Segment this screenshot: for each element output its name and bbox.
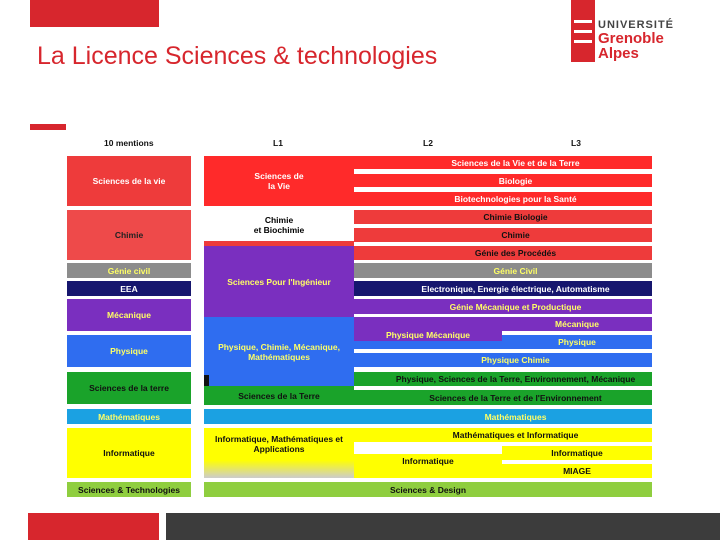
l1-cyan-band [204, 409, 354, 424]
mention-eea: EEA [67, 281, 191, 296]
header-mentions: 10 mentions [104, 138, 154, 148]
logo-city-text: Grenoble Alpes [598, 31, 664, 61]
mention-chimie: Chimie [67, 210, 191, 260]
l1-informatique-maths-applications: Informatique, Mathématiques et Applicati… [204, 428, 354, 460]
l23-genie-procedes: Génie des Procédés [354, 246, 652, 260]
mention-sciences-vie: Sciences de la vie [67, 156, 191, 206]
mention-physique: Physique [67, 335, 191, 367]
l3-miage: MIAGE [502, 464, 652, 478]
logo-alpes-text: Alpes [598, 45, 639, 62]
l23-physique-chimie: Physique Chimie [354, 353, 652, 367]
logo-grenoble-text: Grenoble [598, 30, 664, 47]
l3-physique: Physique [502, 335, 652, 349]
l3-mecanique: Mécanique [502, 317, 652, 331]
page-title: La Licence Sciences & technologies [37, 42, 438, 70]
l1-physique-chimie-mecanique-maths: Physique, Chimie, Mécanique, Mathématiqu… [204, 317, 354, 386]
l23-biologie: Biologie [354, 174, 652, 187]
mention-sciences-terre: Sciences de la terre [67, 372, 191, 404]
l1-sciences-design: Sciences & Design [204, 482, 652, 497]
bottom-gray-bar [166, 513, 720, 540]
l3-informatique: Informatique [502, 446, 652, 460]
mention-sciences-technologies: Sciences & Technologies [67, 482, 191, 497]
header-l2: L2 [423, 138, 433, 148]
l23-mathematiques: Mathématiques [354, 409, 652, 424]
l1-chimie-biochimie: Chimie et Biochimie [204, 210, 354, 241]
logo-university-text: UNIVERSITÉ [598, 19, 675, 31]
l1-sciences-terre: Sciences de la Terre [204, 386, 354, 405]
licence-diagram: 10 mentions L1 L2 L3 Sciences de la vie … [64, 132, 656, 502]
header-l1: L1 [273, 138, 283, 148]
l23-physique-terre-environnement-mecanique: Physique, Sciences de la Terre, Environn… [354, 372, 652, 386]
top-red-bar [30, 0, 159, 27]
l2-info-miage-band [354, 468, 502, 478]
l23-biotechnologies-sante: Biotechnologies pour la Santé [354, 192, 652, 206]
l23-sciences-terre-environnement: Sciences de la Terre et de l'Environneme… [354, 390, 652, 405]
university-logo-icon [571, 0, 595, 62]
l1-sciences-ingenieur: Sciences Pour l'Ingénieur [204, 246, 354, 317]
mention-genie-civil: Génie civil [67, 263, 191, 278]
l23-sciences-vie-terre: Sciences de la Vie et de la Terre [354, 156, 652, 169]
l1-red-band [204, 241, 354, 246]
l23-genie-civil: Génie Civil [354, 263, 652, 278]
l23-genie-mecanique-productique: Génie Mécanique et Productique [354, 299, 652, 314]
mention-mecanique: Mécanique [67, 299, 191, 331]
l1-chimie-label: Chimie [264, 215, 294, 225]
l1-sciences-vie: Sciences de la Vie [204, 156, 354, 206]
bottom-red-bar [28, 513, 159, 540]
l2-physique-mecanique: Physique Mécanique [354, 329, 502, 341]
mention-informatique: Informatique [67, 428, 191, 478]
mention-mathematiques: Mathématiques [67, 409, 191, 424]
l23-chimie: Chimie [354, 228, 652, 242]
l2-informatique: Informatique [354, 454, 502, 468]
l1-biochimie-label: et Biochimie [253, 225, 305, 235]
l1-gray-band [204, 460, 354, 478]
l23-mathematiques-informatique: Mathématiques et Informatique [354, 428, 652, 442]
header-l3: L3 [571, 138, 581, 148]
section-marker [30, 124, 66, 130]
l23-chimie-biologie: Chimie Biologie [354, 210, 652, 224]
l23-electronique-energie-automatisme: Electronique, Energie électrique, Automa… [354, 281, 652, 296]
